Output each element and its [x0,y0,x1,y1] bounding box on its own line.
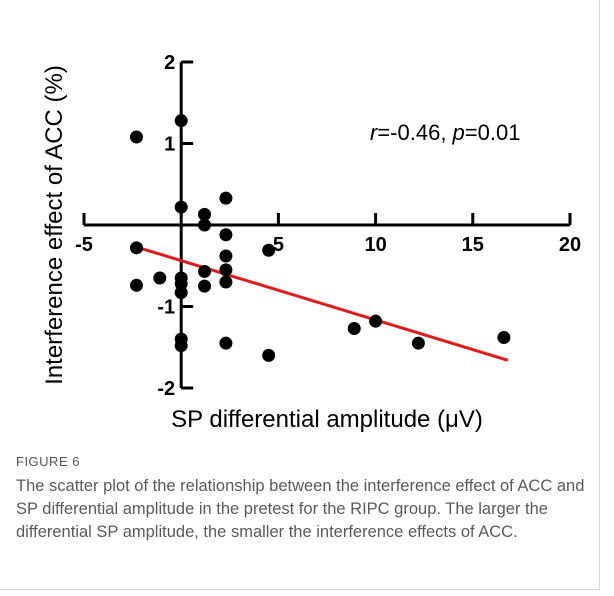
data-point [262,348,276,362]
r-value: =-0.46, [377,120,452,145]
data-point [369,314,383,328]
p-symbol: p [452,120,465,145]
regression-line-group [136,245,509,362]
data-point [174,277,188,291]
data-point [198,279,212,293]
data-point [153,271,167,285]
data-point [219,249,233,263]
data-point [219,275,233,289]
x-tick-label: 20 [559,234,581,256]
figure-frame [0,0,600,590]
caption-text: The scatter plot of the relationship bet… [16,477,585,541]
data-point [198,207,212,221]
data-point [174,339,188,353]
data-point [174,114,188,128]
r-symbol: r [370,120,379,145]
data-points [129,114,511,362]
x-tick-label: 10 [364,234,386,256]
data-point [411,336,425,350]
regression-line [136,245,509,362]
data-point [198,264,212,278]
data-point [497,330,511,344]
y-tick-label: 2 [164,52,175,74]
figure-label: FIGURE 6 [16,454,80,469]
correlation-annotation: r=-0.46, p=0.01 [370,120,520,145]
data-point [262,243,276,257]
data-point [174,200,188,214]
y-tick-label: 1 [164,134,175,156]
x-axis-label: SP differential amplitude (μV) [171,406,483,433]
figure-caption: FIGURE 6 The scatter plot of the relatio… [16,454,586,544]
data-point [174,286,188,300]
y-axis-label: Interference effect of ACC (%) [41,65,68,385]
data-point [198,218,212,232]
x-tick-label: -5 [75,234,93,256]
data-point [129,130,143,144]
data-point [129,278,143,292]
data-point [219,191,233,205]
x-tick-label: 5 [273,234,284,256]
axes: -5 5 10 15 20 2 1 -1 -2 [75,52,581,400]
scatter-chart: Interference effect of ACC (%) SP differ… [41,52,581,433]
p-value: =0.01 [465,120,521,145]
data-point [219,263,233,277]
y-tick-label: -1 [157,297,175,319]
data-point [219,228,233,242]
y-tick-label: -2 [157,378,175,400]
data-point [129,241,143,255]
data-point [347,322,361,336]
data-point [219,336,233,350]
x-tick-label: 15 [462,234,484,256]
